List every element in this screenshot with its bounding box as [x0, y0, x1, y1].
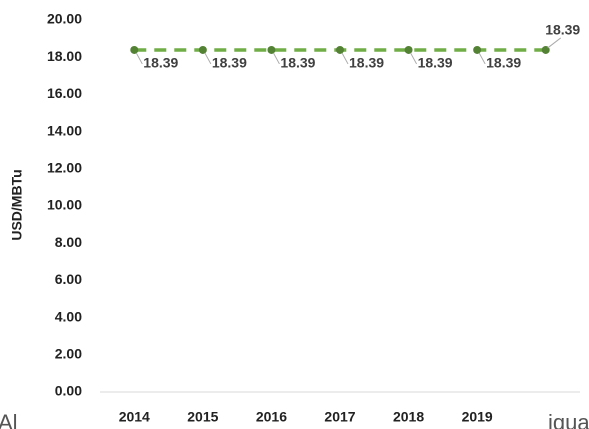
marker	[473, 45, 482, 54]
x-tick-label: 2014	[119, 409, 150, 425]
data-label: 18.39	[418, 55, 453, 71]
cut-off-text: iqua	[548, 410, 589, 429]
marker	[404, 45, 413, 54]
leader-line	[272, 52, 280, 65]
marker	[130, 45, 139, 54]
y-tick-label: 6.00	[55, 271, 82, 287]
y-tick-label: 14.00	[47, 122, 82, 138]
x-tick-label: 2017	[324, 409, 355, 425]
y-axis-title: USD/MBTu	[9, 169, 25, 240]
leader-line	[135, 52, 143, 65]
y-tick-label: 12.00	[47, 160, 82, 176]
data-label: 18.39	[545, 22, 580, 38]
leader-line	[410, 52, 418, 65]
data-label: 18.39	[143, 55, 178, 71]
marker	[198, 45, 207, 54]
data-label: 18.39	[212, 55, 247, 71]
leader-line	[204, 52, 212, 65]
data-label: 18.39	[486, 55, 521, 71]
y-tick-label: 18.00	[47, 48, 82, 64]
x-tick-label: 2019	[462, 409, 493, 425]
leader-line	[547, 37, 562, 49]
y-tick-label: 20.00	[47, 11, 82, 27]
marker	[267, 45, 276, 54]
y-tick-label: 2.00	[55, 346, 82, 362]
leader-line	[478, 52, 486, 65]
y-tick-label: 8.00	[55, 234, 82, 250]
y-tick-label: 0.00	[55, 383, 82, 399]
x-tick-label: 2018	[393, 409, 424, 425]
y-tick-label: 16.00	[47, 85, 82, 101]
y-tick-label: 4.00	[55, 308, 82, 324]
data-label: 18.39	[280, 55, 315, 71]
data-label: 18.39	[349, 55, 384, 71]
cut-off-text: Al	[0, 410, 18, 429]
marker	[336, 45, 344, 54]
x-tick-label: 2016	[256, 409, 287, 425]
y-tick-label: 10.00	[47, 197, 82, 213]
x-tick-label: 2015	[187, 409, 218, 425]
leader-line	[341, 52, 349, 65]
